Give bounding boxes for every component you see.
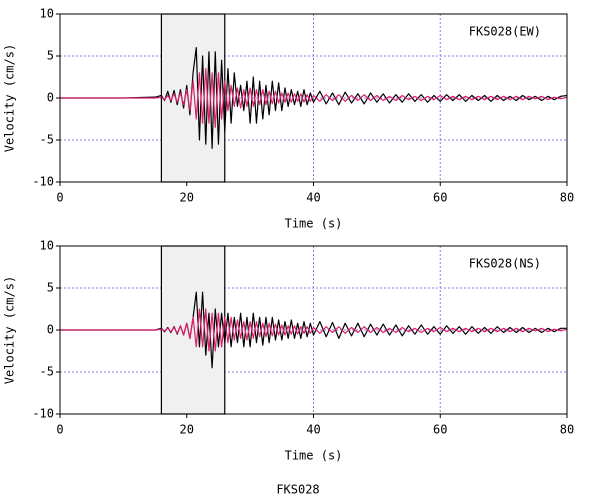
y-tick-label: -5 bbox=[40, 365, 54, 379]
x-tick-label: 40 bbox=[306, 423, 320, 437]
y-axis-label: Velocity (cm/s) bbox=[3, 44, 17, 152]
x-tick-label: 0 bbox=[56, 191, 63, 205]
series-line bbox=[60, 47, 568, 149]
highlight-span bbox=[160, 245, 226, 415]
y-tick-label: 0 bbox=[47, 323, 54, 337]
x-axis-label: Time (s) bbox=[285, 217, 343, 231]
y-tick-label: 10 bbox=[40, 239, 54, 253]
series-line bbox=[60, 291, 567, 369]
series-line bbox=[60, 308, 568, 352]
x-axis-label: Time (s) bbox=[285, 449, 343, 463]
y-tick-label: 5 bbox=[47, 281, 54, 295]
x-tick-label: 60 bbox=[433, 423, 447, 437]
x-tick-label: 0 bbox=[56, 423, 63, 437]
series-line bbox=[60, 68, 568, 128]
plot-frame bbox=[59, 245, 568, 415]
y-tick-label: 10 bbox=[40, 7, 54, 21]
x-tick-label: 40 bbox=[306, 191, 320, 205]
highlight-span bbox=[160, 13, 226, 183]
x-tick-label: 20 bbox=[180, 191, 194, 205]
plot-frame bbox=[59, 13, 568, 183]
annotation: FKS028(EW) bbox=[469, 25, 541, 39]
x-tick-label: 20 bbox=[180, 423, 194, 437]
annotation: FKS028(NS) bbox=[469, 257, 541, 271]
y-tick-label: -5 bbox=[40, 133, 54, 147]
y-tick-label: -10 bbox=[32, 407, 54, 421]
y-tick-label: 0 bbox=[47, 91, 54, 105]
y-axis-label: Velocity (cm/s) bbox=[3, 276, 17, 384]
x-tick-label: 80 bbox=[560, 191, 574, 205]
x-tick-label: 60 bbox=[433, 191, 447, 205]
figure-title: FKS028 bbox=[276, 483, 319, 497]
y-tick-label: -10 bbox=[32, 175, 54, 189]
y-tick-label: 5 bbox=[47, 49, 54, 63]
x-tick-label: 80 bbox=[560, 423, 574, 437]
